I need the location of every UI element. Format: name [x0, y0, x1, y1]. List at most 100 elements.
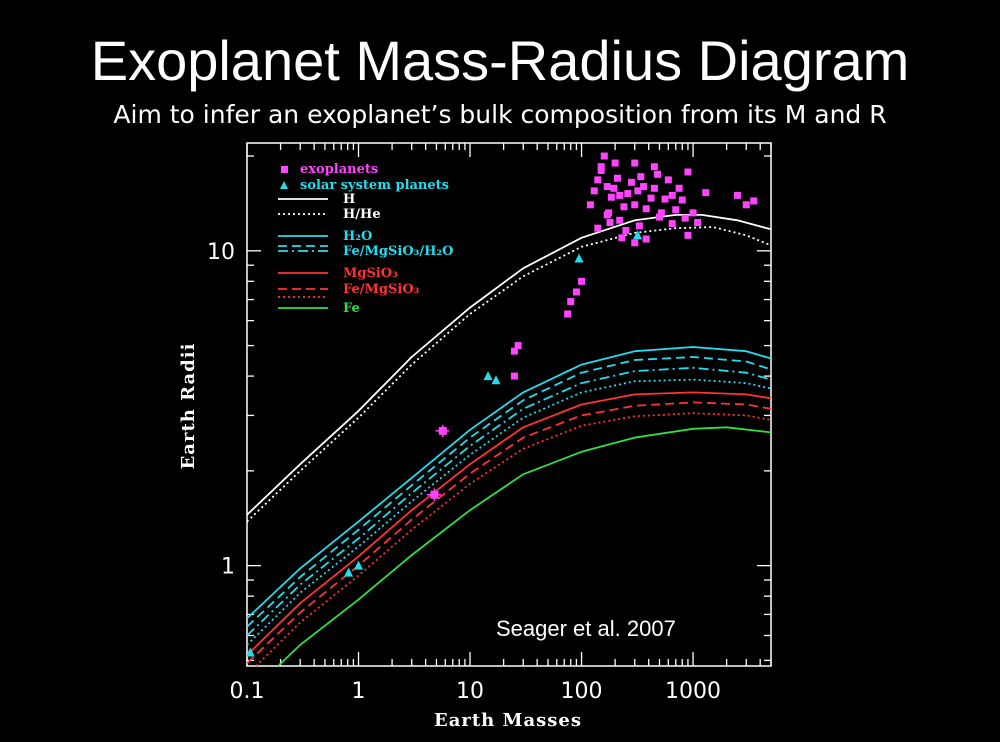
exoplanet-point [668, 191, 676, 199]
exoplanet-point [578, 277, 586, 285]
legend-exoplanets: exoplanets [300, 162, 378, 177]
exoplanet-point [668, 220, 676, 228]
solar-planet-venus [344, 567, 354, 577]
x-axis-label: Earth Masses [434, 710, 582, 731]
exoplanet-point [655, 213, 663, 221]
citation-annotation: Seager et al. 2007 [496, 616, 676, 641]
exoplanet-point [642, 235, 650, 243]
exoplanet-point [613, 174, 621, 182]
solar-planet-earth [354, 560, 364, 570]
x-tick-label: 1 [352, 679, 366, 704]
exoplanet-point [606, 219, 614, 227]
exoplanet-point [684, 168, 692, 176]
exoplanet-point [514, 342, 522, 350]
y-axis-label: Earth Radii [178, 343, 199, 470]
curve-fe [277, 426, 771, 666]
exoplanet-point [661, 195, 669, 203]
y-tick-label: 10 [207, 240, 235, 265]
exoplanet-point [635, 222, 643, 230]
exoplanet-point [631, 159, 639, 167]
exoplanet-point [631, 239, 639, 247]
curve-h [247, 213, 771, 516]
exoplanet-point [622, 227, 630, 235]
exoplanet-point [510, 347, 518, 355]
curve-fe-mgsio3 [247, 401, 771, 664]
legend-label-4: H₂O [343, 229, 372, 244]
exoplanet-point [616, 216, 624, 224]
legend-label-8: Fe [343, 301, 360, 316]
exoplanet-point [654, 170, 662, 178]
exoplanet-point [640, 183, 648, 191]
exoplanet-point [675, 184, 683, 192]
page-title: Exoplanet Mass-Radius Diagram [90, 29, 910, 92]
y-tick-label: 1 [221, 555, 235, 580]
exoplanet-point [694, 219, 702, 227]
solar-planet-mercury [214, 693, 223, 702]
exoplanet-point [607, 193, 615, 201]
exoplanet-point [650, 163, 658, 171]
solar-planet-jupiter [633, 230, 643, 240]
curve-h2o [247, 346, 771, 620]
x-tick-label: 1000 [665, 679, 721, 704]
x-tick-label: 100 [561, 679, 603, 704]
legend-solar-marker [280, 181, 288, 189]
exoplanet-point [642, 205, 650, 213]
exoplanet-point [611, 159, 619, 167]
exoplanet-point [664, 176, 672, 184]
solar-planet-mars [247, 647, 255, 657]
exoplanet-point [678, 196, 686, 204]
curve-mgsio3 [247, 391, 771, 656]
exoplanet-point [597, 163, 605, 171]
x-tick-label: 0.1 [230, 679, 265, 704]
curve-h-he [247, 226, 771, 523]
exoplanet-point [564, 310, 572, 318]
exoplanet-point [430, 490, 439, 499]
exoplanet-point [586, 201, 594, 209]
exoplanet-point [624, 190, 632, 198]
exoplanet-point [618, 234, 626, 242]
exoplanet-point [627, 178, 635, 186]
exoplanet-point [647, 194, 655, 202]
exoplanet-point [590, 187, 598, 195]
solar-planet-uranus [483, 371, 493, 381]
curve-fe-mgsio3-h2o [247, 366, 771, 637]
curve-h2o-dashed [247, 356, 771, 628]
exoplanet-point [657, 209, 665, 217]
exoplanet-point [603, 211, 611, 219]
exoplanet-point [637, 173, 645, 181]
legend-label-5: Fe/MgSiO₃/H₂O [343, 244, 453, 259]
exoplanet-point [689, 209, 697, 217]
exoplanet-point [510, 372, 518, 380]
legend-label-2: H [343, 192, 355, 207]
exoplanet-point [620, 203, 628, 211]
exoplanet-point [733, 191, 741, 199]
legend-exoplanet-marker [281, 166, 288, 173]
exoplanet-point [702, 189, 710, 197]
exoplanet-point [684, 231, 692, 239]
x-tick-label: 10 [456, 679, 484, 704]
legend-label-6: MgSiO₃ [343, 266, 398, 281]
legend-solar-system: solar system planets [300, 178, 449, 193]
exoplanet-point [594, 224, 602, 232]
exoplanet-point [600, 152, 608, 160]
page-subtitle: Aim to infer an exoplanet’s bulk composi… [113, 100, 887, 129]
exoplanet-point [567, 298, 575, 306]
exoplanet-point [631, 201, 639, 209]
exoplanet-point [616, 191, 624, 199]
legend-label-3: H/He [343, 207, 381, 222]
exoplanet-point [634, 187, 642, 195]
exoplanet-point [750, 197, 758, 205]
exoplanet-point [742, 201, 750, 209]
exoplanet-point [610, 184, 618, 192]
exoplanet-point [572, 288, 580, 296]
exoplanet-point [594, 176, 602, 184]
exoplanets-group [426, 152, 758, 502]
solar-planet-saturn [574, 253, 584, 263]
solar-planet-neptune [491, 375, 501, 385]
exoplanet-point [650, 184, 658, 192]
exoplanet-point [438, 426, 447, 435]
exoplanet-point [597, 166, 605, 174]
